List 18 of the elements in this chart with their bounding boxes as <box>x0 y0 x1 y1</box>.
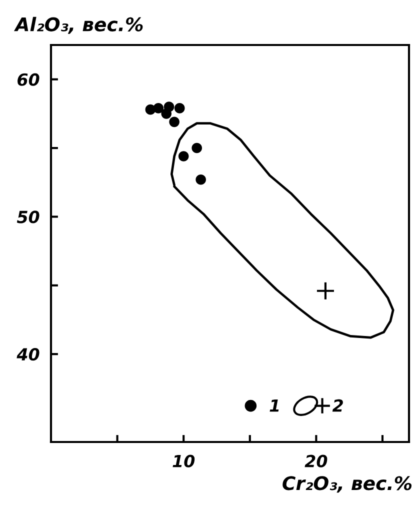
point <box>174 103 185 114</box>
point <box>153 103 164 114</box>
point <box>178 151 189 162</box>
y-tick-label: 60 <box>18 73 40 86</box>
legend-label: 2 <box>332 399 343 412</box>
y-tick-label: 40 <box>16 348 40 361</box>
point <box>169 116 180 128</box>
legend-label: 1 <box>270 399 279 412</box>
x-axis-title: Cr₂O₃, вес.% <box>282 476 412 493</box>
point <box>316 281 336 300</box>
x-tick-label: 20 <box>304 454 328 468</box>
x-tick-label: 10 <box>172 454 195 468</box>
point <box>161 108 172 119</box>
line-series <box>170 122 394 339</box>
y-axis-title: Al₂O₃, вес.% <box>14 16 143 34</box>
point <box>192 142 202 154</box>
point <box>196 174 206 185</box>
y-tick-label: 50 <box>16 210 40 224</box>
